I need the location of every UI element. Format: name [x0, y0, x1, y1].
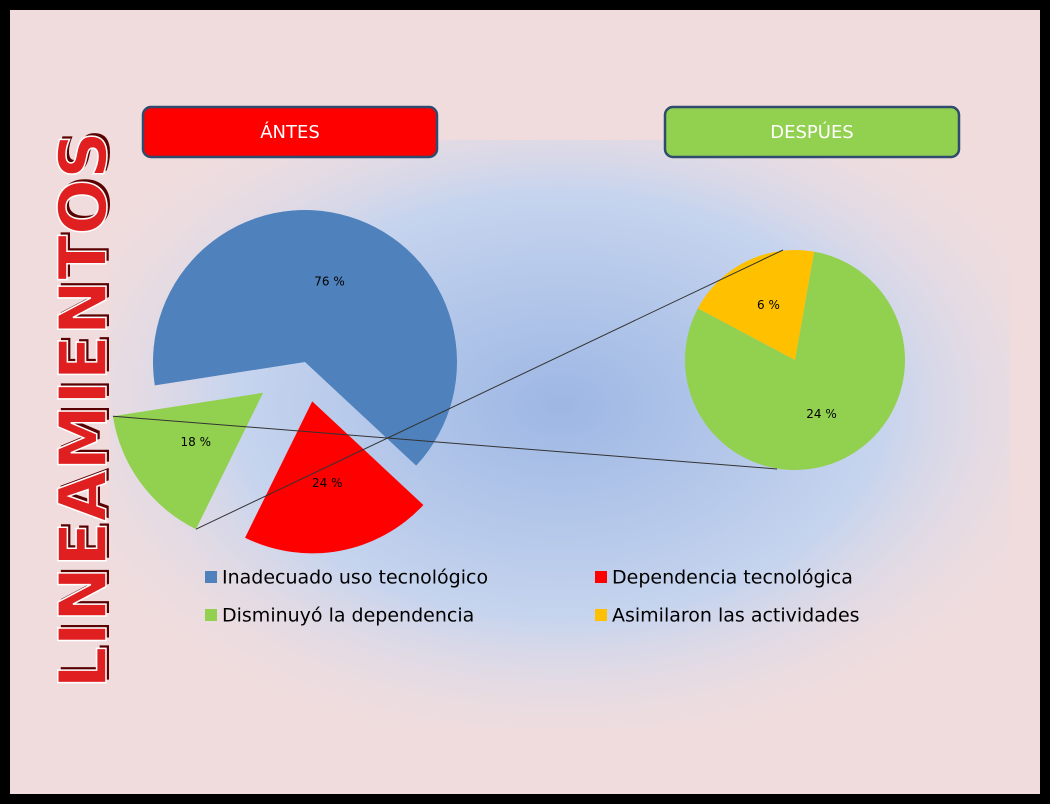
- side-title-shadow: LINEAMIENTOS: [48, 128, 125, 685]
- chart: ÁNTES DESPÚES 76 % 24 % 18 % 24 % 6 % Inadecuad…: [112, 105, 961, 627]
- data-label: 18 %: [180, 435, 211, 449]
- data-label: 6 %: [757, 298, 780, 312]
- legend-label: Disminuyó la dependencia: [222, 605, 474, 627]
- panel-header: [663, 105, 961, 159]
- legend-swatch: [205, 609, 217, 621]
- data-label: 76 %: [314, 275, 345, 289]
- panel-header-label: ÁNTES: [260, 121, 320, 143]
- panel-header: [141, 105, 439, 159]
- side-title: LINEAMIENTOS LINEAMIENTOS: [44, 128, 125, 689]
- data-label: 24 %: [806, 407, 837, 421]
- legend-swatch: [595, 609, 607, 621]
- legend-label: Inadecuado uso tecnológico: [222, 567, 488, 589]
- legend-label: Dependencia tecnológica: [612, 567, 853, 589]
- pie-slice: [685, 251, 905, 471]
- legend-swatch: [205, 571, 217, 583]
- pie-slice: [153, 209, 457, 466]
- data-label: 24 %: [312, 476, 343, 490]
- side-title-text: LINEAMIENTOS: [45, 131, 122, 688]
- pie-slice: [697, 249, 815, 360]
- pie-slice: [245, 401, 424, 554]
- connector-line: [195, 249, 784, 530]
- legend-swatch: [595, 571, 607, 583]
- legend-label: Asimilaron las actividades: [612, 605, 860, 627]
- panel-header-label: DESPÚES: [770, 121, 854, 143]
- pie-slice: [112, 392, 264, 530]
- connector-line: [112, 415, 778, 470]
